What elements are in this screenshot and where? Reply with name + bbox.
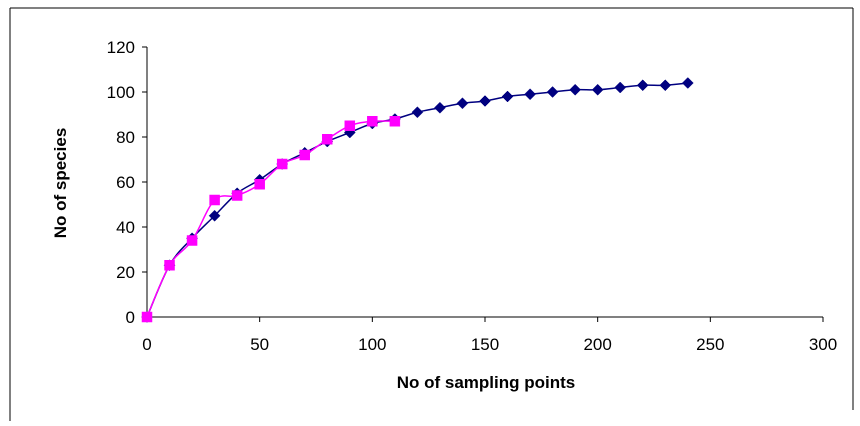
diamond-marker — [524, 88, 536, 101]
x-tick-label: 50 — [250, 335, 269, 354]
diamond-marker — [659, 79, 672, 92]
y-tick-label: 80 — [116, 128, 135, 147]
square-marker — [344, 120, 356, 131]
diamond-marker — [614, 81, 627, 94]
series-line — [146, 120, 395, 318]
diamond-marker — [591, 83, 604, 96]
square-marker — [141, 311, 153, 323]
diamond-marker — [546, 86, 559, 98]
square-marker — [164, 260, 175, 271]
square-marker — [231, 190, 243, 201]
x-tick-label: 0 — [142, 335, 151, 354]
x-tick-label: 200 — [583, 335, 611, 354]
axes-layer: 0 20 40 60 80 100 120 0 50 100 150 200 250 300 — [107, 38, 838, 354]
diamond-marker — [501, 90, 514, 103]
y-tick-label: 100 — [107, 83, 135, 102]
y-tick-label: 40 — [116, 218, 135, 237]
y-tick-label: 0 — [126, 308, 135, 327]
diamond-marker — [681, 77, 694, 89]
y-axis-title: No of species — [51, 128, 70, 239]
diamond-marker — [434, 101, 446, 114]
x-tick-label: 300 — [809, 335, 837, 354]
diamond-marker — [569, 83, 581, 96]
y-tick-label: 120 — [107, 38, 135, 57]
diamond-marker — [479, 95, 491, 107]
x-tick-label: 250 — [696, 335, 724, 354]
diamond-marker — [208, 209, 221, 222]
square-marker — [209, 194, 220, 206]
square-marker — [276, 158, 288, 170]
y-tick-label: 60 — [116, 173, 135, 192]
x-tick-label: 100 — [358, 335, 386, 354]
series-layer — [141, 77, 694, 323]
square-marker — [367, 116, 378, 127]
x-axis-title: No of sampling points — [397, 373, 576, 392]
x-tick-label: 150 — [471, 335, 499, 354]
square-marker — [389, 116, 401, 127]
diamond-marker — [456, 97, 469, 110]
y-tick-label: 20 — [116, 263, 135, 282]
diamond-marker — [411, 106, 424, 119]
square-marker — [186, 235, 198, 246]
square-marker — [254, 179, 265, 190]
square-marker — [322, 134, 333, 145]
square-marker — [299, 149, 310, 161]
diamond-marker — [636, 79, 649, 92]
